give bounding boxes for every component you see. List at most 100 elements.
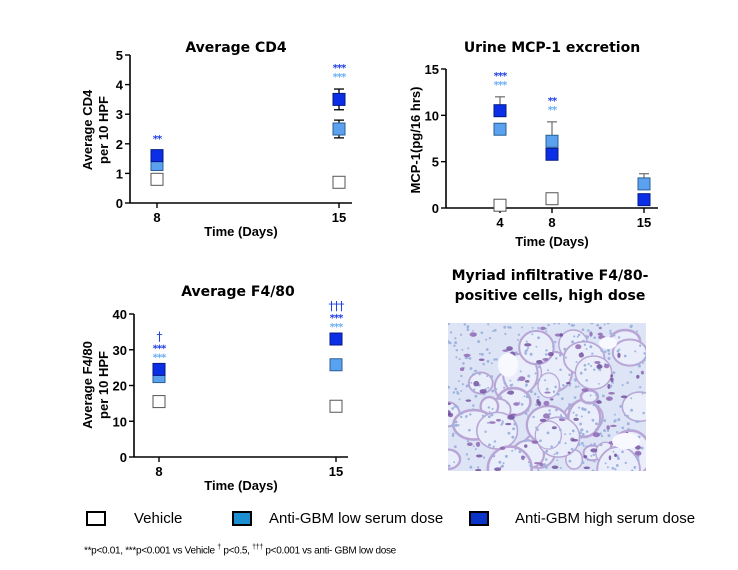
nucleus (621, 384, 624, 387)
nucleus (514, 448, 517, 451)
f480-positive-cell (640, 370, 645, 375)
significance-stars: *** (153, 352, 167, 363)
f480-positive-cell (499, 446, 506, 451)
nucleus (566, 407, 570, 410)
nucleus (630, 397, 633, 400)
nucleus (560, 414, 563, 417)
nucleus (467, 347, 470, 350)
nucleus (511, 435, 515, 439)
y-axis-label: per 10 HPF (96, 96, 111, 164)
significance-stars: ** (153, 134, 163, 145)
f480-positive-cell (540, 326, 546, 331)
y-axis-label: Average F4/80 (80, 341, 95, 429)
nucleus (480, 331, 484, 335)
nucleus (464, 415, 468, 419)
nucleus (624, 461, 627, 465)
nucleus (593, 442, 596, 446)
nucleus (546, 431, 550, 435)
nucleus (453, 405, 457, 408)
chart-average-cd4: Average CD4 0 1 2 3 4 5 8 15 Time (Days) Average C… (80, 40, 352, 239)
nucleus (454, 337, 457, 340)
y-axis-label: per 10 HPF (96, 351, 111, 419)
f480-positive-cell (589, 331, 593, 337)
nucleus (503, 381, 507, 385)
nucleus (472, 404, 475, 407)
nucleus (448, 323, 450, 326)
nucleus (458, 398, 461, 401)
nucleus (555, 451, 559, 455)
charts-canvas: Average CD4 0 1 2 3 4 5 8 15 Time (Days) Average C… (80, 40, 658, 493)
histology-title: Myriad infiltrative F4/80- positive cell… (430, 266, 670, 306)
nucleus (500, 464, 504, 468)
nucleus (583, 368, 587, 371)
nucleus (587, 458, 590, 462)
nucleus (580, 441, 584, 445)
nucleus (556, 392, 560, 396)
f480-positive-cell (610, 424, 617, 428)
nucleus (537, 326, 540, 330)
nucleus (456, 390, 459, 394)
nucleus (504, 332, 507, 335)
nucleus (642, 358, 646, 362)
nucleus (474, 369, 478, 373)
significance-stars: *** (330, 313, 344, 324)
f480-positive-cell (479, 389, 487, 394)
nucleus (585, 347, 588, 350)
nucleus (486, 421, 490, 424)
nucleus (503, 386, 506, 389)
f480-positive-cell (505, 422, 512, 426)
nucleus (579, 422, 582, 426)
nucleus (488, 411, 491, 414)
nucleus (591, 352, 594, 355)
f480-positive-cell (605, 396, 613, 401)
f480-positive-cell (549, 398, 554, 401)
nucleus (595, 393, 599, 397)
nucleus (516, 338, 519, 341)
nucleus (490, 375, 494, 378)
x-tick-label: 8 (155, 464, 162, 479)
y-tick-label: 30 (113, 343, 127, 358)
nucleus (579, 371, 583, 375)
chart-average-f480: Average F4/80 0 10 20 30 40 8 15 Time (Days) Aver… (80, 284, 348, 493)
nucleus (531, 333, 534, 336)
f480-positive-cell (539, 418, 547, 423)
nucleus (590, 455, 593, 457)
nucleus (529, 390, 533, 394)
x-tick-label: 4 (496, 215, 504, 230)
f480-positive-cell (583, 466, 591, 470)
f480-positive-cell (608, 455, 612, 461)
tubule (611, 338, 646, 367)
nucleus (545, 349, 548, 352)
nucleus (499, 466, 502, 469)
footnote-dagger: † (217, 544, 221, 551)
legend-label-vehicle: Vehicle (134, 510, 183, 527)
y-tick-label: 10 (113, 414, 127, 429)
nucleus (612, 450, 615, 453)
f480-positive-cell (565, 381, 571, 385)
nucleus (448, 340, 450, 343)
nucleus (458, 358, 461, 361)
nucleus (617, 336, 621, 339)
f480-positive-cell (543, 400, 550, 406)
nucleus (457, 424, 460, 427)
f480-positive-cell (603, 363, 610, 369)
nucleus (454, 341, 458, 345)
legend-swatch-high-dose (469, 511, 489, 526)
nucleus (469, 413, 472, 416)
nucleus (565, 415, 567, 418)
nucleus (507, 431, 511, 435)
nucleus (568, 459, 572, 463)
nucleus (581, 461, 585, 464)
nucleus (495, 411, 498, 414)
nucleus (590, 443, 593, 446)
f480-positive-cell (496, 418, 501, 422)
nucleus (514, 351, 518, 354)
nucleus (569, 432, 572, 435)
nucleus (468, 428, 471, 432)
nucleus (547, 369, 550, 372)
nucleus (604, 462, 607, 465)
nucleus (568, 403, 572, 407)
nucleus (466, 328, 470, 331)
x-axis-label: Time (Days) (204, 224, 277, 239)
significance-stars: *** (494, 80, 508, 91)
